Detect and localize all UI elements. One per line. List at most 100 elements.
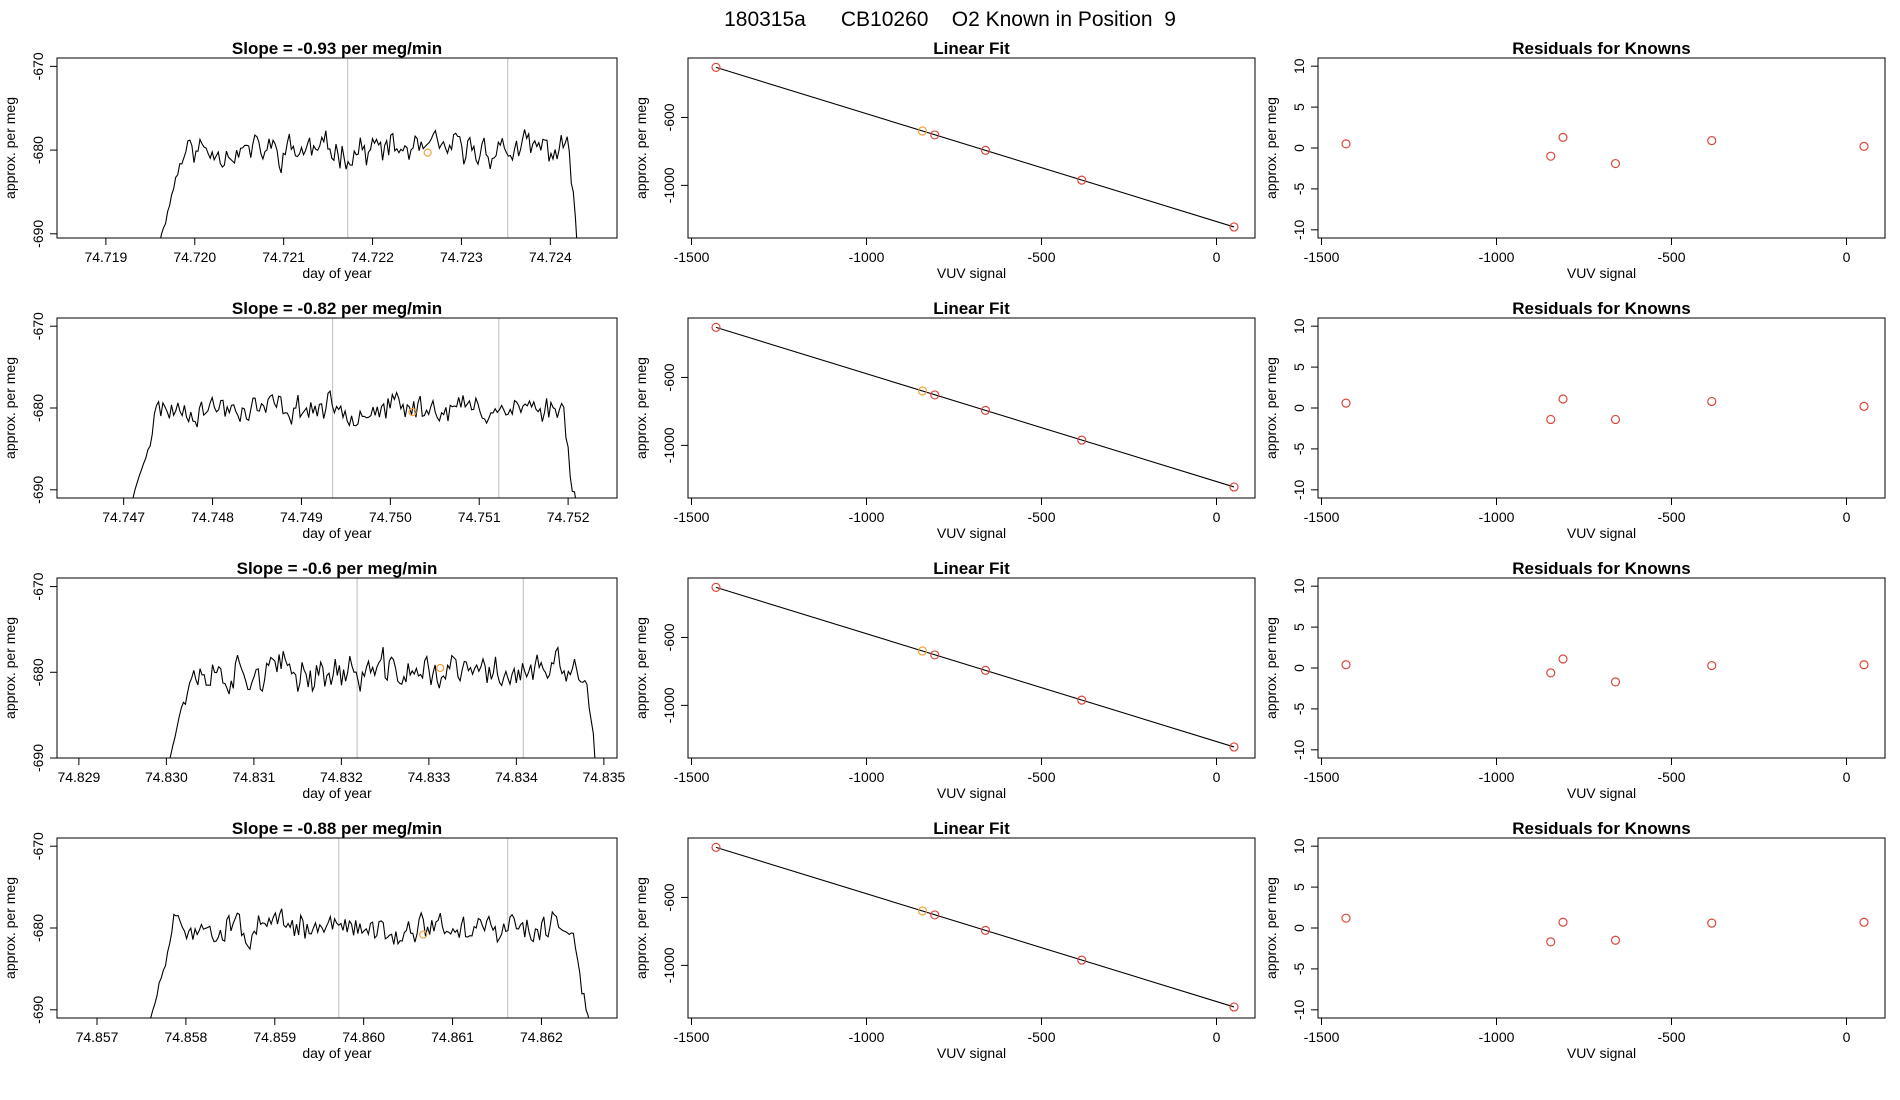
chart-title: Slope = -0.88 per meg/min [232, 819, 442, 838]
x-tick-label: -1000 [1479, 1029, 1515, 1045]
y-tick-label: -10 [1291, 999, 1307, 1019]
highlight-marker [423, 148, 432, 157]
x-tick-label: 0 [1843, 509, 1851, 525]
y-tick-label: -1000 [661, 427, 677, 463]
x-tick-label: -1500 [1304, 769, 1340, 785]
chart-title: Linear Fit [933, 39, 1010, 58]
highlight-marker [419, 930, 428, 939]
x-tick-label: 74.720 [173, 249, 216, 265]
plot-area [711, 62, 1239, 232]
y-axis-label: approx. per meg [633, 617, 649, 719]
data-point [1859, 141, 1869, 151]
data-point [930, 650, 940, 660]
data-point [1341, 913, 1351, 923]
x-tick-label: 74.858 [164, 1029, 207, 1045]
y-tick-label: -10 [1291, 479, 1307, 499]
plot-frame [56, 317, 618, 499]
y-tick-label: 0 [1291, 924, 1307, 932]
x-axis-label: VUV signal [937, 265, 1006, 281]
data-point [711, 62, 721, 72]
x-tick-label: 0 [1843, 769, 1851, 785]
plot-frame [1317, 317, 1886, 499]
x-tick-label: -1000 [849, 1029, 885, 1045]
x-axis-label: VUV signal [937, 785, 1006, 801]
y-tick-label: -690 [30, 476, 46, 504]
plot-area [711, 322, 1239, 492]
y-tick-label: 0 [1291, 144, 1307, 152]
y-axis-label: approx. per meg [2, 97, 18, 199]
chart-title: Linear Fit [933, 299, 1010, 318]
y-tick-label: -680 [30, 136, 46, 164]
y-tick-label: -1000 [661, 167, 677, 203]
y-axis-label: approx. per meg [2, 877, 18, 979]
y-tick-label: -5 [1291, 702, 1307, 715]
chart-panel-r4-c1: Slope = -0.88 per meg/min 74.857 74.858 74.… [2, 819, 618, 1061]
plot-frame [687, 57, 1256, 239]
plot-frame [687, 317, 1256, 499]
y-tick-label: 5 [1291, 363, 1307, 371]
data-point [917, 906, 928, 916]
x-tick-label: -1500 [674, 509, 710, 525]
chart-panel-r3-c1: Slope = -0.6 per meg/min 74.829 74.830 74.8… [2, 559, 625, 801]
y-tick-label: 5 [1291, 623, 1307, 631]
fit-line [715, 66, 1235, 228]
chart-title: Residuals for Knowns [1512, 299, 1691, 318]
x-tick-label: -1000 [1479, 769, 1515, 785]
x-tick-label: 0 [1213, 1029, 1221, 1045]
x-axis-label: VUV signal [937, 525, 1006, 541]
y-tick-label: -10 [1291, 739, 1307, 759]
x-tick-label: -500 [1027, 249, 1055, 265]
y-tick-label: -5 [1291, 442, 1307, 455]
data-point [1707, 396, 1717, 407]
x-tick-label: -1000 [1479, 249, 1515, 265]
y-tick-label: 10 [1291, 58, 1307, 74]
y-axis-label: approx. per meg [2, 357, 18, 459]
data-point [1558, 917, 1568, 927]
y-axis-label: approx. per meg [633, 877, 649, 979]
chart-panel-r2-c3: Residuals for Knowns -1500 -1000 -500 0 VUV s… [1263, 299, 1886, 541]
x-axis-label: VUV signal [1567, 1045, 1636, 1061]
x-tick-label: -1000 [849, 249, 885, 265]
plot-area [711, 582, 1239, 752]
data-point [1707, 136, 1717, 146]
x-tick-label: -1500 [1304, 249, 1340, 265]
x-tick-label: 74.857 [76, 1029, 119, 1045]
y-tick-label: -680 [30, 658, 46, 686]
fit-line [715, 846, 1235, 1008]
x-tick-label: 0 [1213, 769, 1221, 785]
y-tick-label: -670 [30, 572, 46, 600]
x-tick-label: 74.862 [520, 1029, 563, 1045]
x-tick-label: -1000 [849, 769, 885, 785]
chart-title: Slope = -0.6 per meg/min [237, 559, 438, 578]
data-series-line [150, 908, 589, 1018]
x-axis-label: day of year [302, 1045, 372, 1061]
data-point [711, 842, 721, 852]
data-point [1077, 435, 1087, 445]
panel-grid: Slope = -0.93 per meg/min 74.719 74.720 74.… [2, 39, 1886, 1061]
plot-area [1341, 394, 1869, 425]
data-series-line [160, 129, 578, 238]
x-tick-label: 74.722 [351, 249, 394, 265]
y-tick-label: 0 [1291, 664, 1307, 672]
data-point [711, 582, 721, 592]
x-tick-label: -500 [1657, 249, 1685, 265]
x-tick-label: -500 [1027, 509, 1055, 525]
data-point [980, 925, 991, 935]
plot-frame [687, 837, 1256, 1019]
data-point [980, 145, 991, 155]
chart-panel-r2-c2: Linear Fit -1500 -1000 -500 0 VUV signal -600 -… [633, 299, 1256, 541]
chart-title: Residuals for Knowns [1512, 559, 1691, 578]
data-series-line [132, 390, 577, 498]
x-axis-label: day of year [302, 785, 372, 801]
y-axis-label: approx. per meg [1263, 357, 1279, 459]
x-tick-label: 74.747 [102, 509, 145, 525]
y-tick-label: -1000 [661, 947, 677, 983]
plot-area [132, 318, 577, 498]
x-tick-label: -1000 [1479, 509, 1515, 525]
x-tick-label: 0 [1843, 1029, 1851, 1045]
plot-area [150, 838, 589, 1018]
plot-frame [1317, 57, 1886, 239]
data-point [1341, 139, 1351, 149]
data-point [930, 390, 940, 400]
plot-frame [56, 57, 618, 239]
